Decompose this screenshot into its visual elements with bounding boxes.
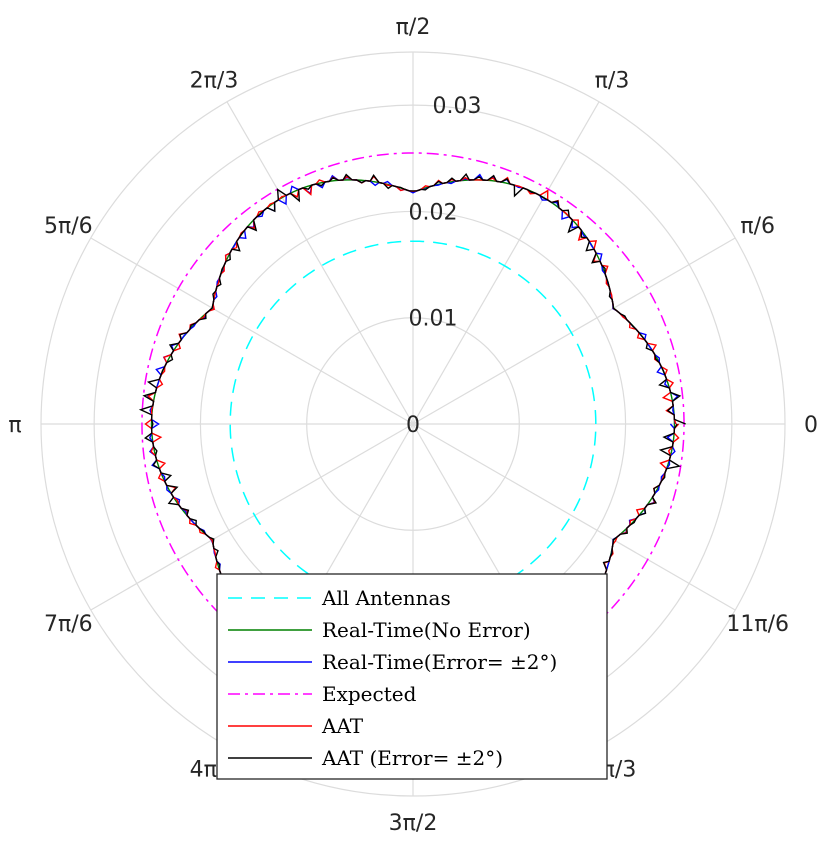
series-line-0 <box>229 240 597 608</box>
r-tick-label-3: 0.03 <box>433 94 482 119</box>
theta-tick-label-1: π/6 <box>740 214 775 239</box>
angular-gridline-1 <box>412 237 736 425</box>
theta-tick-label-3: π/2 <box>396 15 431 40</box>
legend: All Antennas Real-Time(No Error) Real-Time… <box>216 573 608 780</box>
r-tick-label-0: 0 <box>406 413 420 438</box>
theta-tick-label-11: 11π/6 <box>726 612 789 637</box>
angular-gridline-2 <box>412 101 600 425</box>
theta-tick-label-0: 0 <box>804 413 818 438</box>
theta-tick-label-9: 3π/2 <box>389 811 438 836</box>
theta-tick-label-5: 5π/6 <box>44 214 93 239</box>
r-tick-label-2: 0.02 <box>409 200 458 225</box>
angular-gridline-4 <box>226 101 414 425</box>
angular-gridline-5 <box>90 237 414 425</box>
legend-label-5: AAT (Error= ±2°) <box>321 746 503 770</box>
legend-label-3: Expected <box>322 682 417 706</box>
theta-tick-label-7: 7π/6 <box>44 612 93 637</box>
legend-label-0: All Antennas <box>321 586 451 610</box>
theta-tick-label-4: 2π/3 <box>190 68 239 93</box>
theta-tick-label-2: π/3 <box>595 68 630 93</box>
legend-label-1: Real-Time(No Error) <box>322 618 531 642</box>
r-tick-label-1: 0.01 <box>409 307 458 332</box>
angular-gridline-7 <box>90 423 414 611</box>
legend-box <box>216 573 608 780</box>
theta-tick-label-6: π <box>8 413 21 438</box>
legend-label-4: AAT <box>321 714 364 738</box>
angular-gridline-11 <box>412 423 736 611</box>
legend-label-2: Real-Time(Error= ±2°) <box>322 650 557 674</box>
